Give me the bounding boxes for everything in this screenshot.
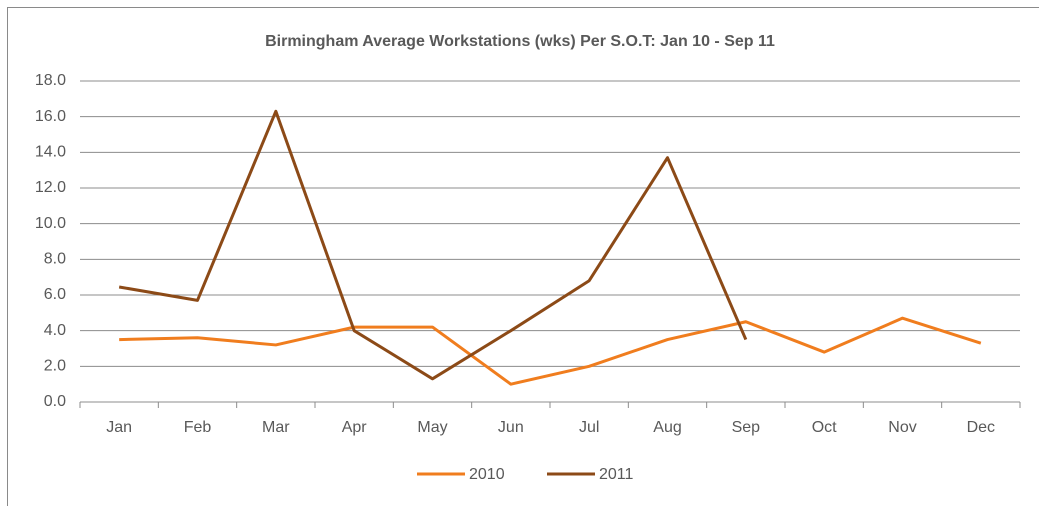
x-tick-label: Aug [653,419,681,436]
x-tick-label: Apr [342,419,368,436]
legend-label: 2010 [469,466,505,483]
x-tick-label: Mar [262,419,290,436]
chart-border [7,7,1039,506]
y-tick-label: 10.0 [35,215,66,232]
x-tick-label: May [417,419,447,436]
series-line [118,109,748,381]
y-tick-label: 16.0 [35,108,66,125]
chart-title: Birmingham Average Workstations (wks) Pe… [265,33,775,50]
y-tick-label: 2.0 [44,358,66,375]
y-tick-label: 18.0 [35,72,66,89]
x-tick-label: Sep [732,419,761,436]
x-tick-label: Nov [888,419,916,436]
y-tick-label: 6.0 [44,286,66,303]
x-tick-label: Oct [812,419,837,436]
legend-label: 2011 [599,466,634,483]
x-tick-label: Jan [106,419,132,436]
series-line [119,316,982,386]
y-tick-label: 0.0 [44,393,66,410]
y-tick-label: 4.0 [44,322,66,339]
y-tick-label: 14.0 [35,144,66,161]
x-tick-label: Jun [498,419,524,436]
y-tick-label: 12.0 [35,179,66,196]
x-tick-label: Dec [967,419,995,436]
x-tick-label: Jul [579,419,599,436]
y-tick-label: 8.0 [44,251,66,268]
x-tick-label: Feb [184,419,212,436]
